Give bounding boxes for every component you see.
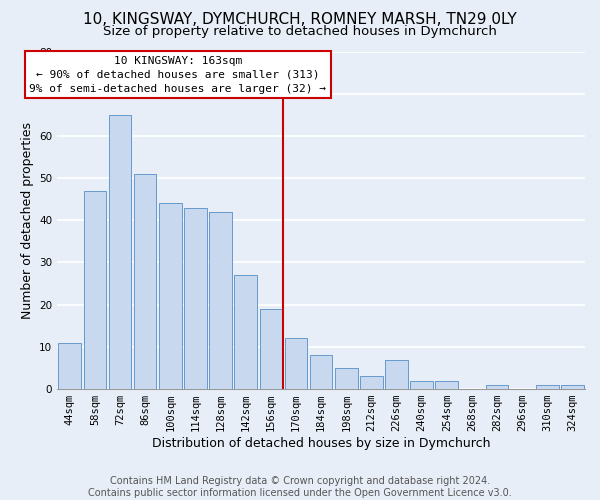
Bar	[58, 342, 81, 389]
Bar	[83, 191, 106, 389]
Bar	[159, 204, 182, 389]
Y-axis label: Number of detached properties: Number of detached properties	[20, 122, 34, 319]
Text: 10, KINGSWAY, DYMCHURCH, ROMNEY MARSH, TN29 0LY: 10, KINGSWAY, DYMCHURCH, ROMNEY MARSH, T…	[83, 12, 517, 28]
Bar	[335, 368, 358, 389]
Bar	[561, 385, 584, 389]
Bar	[310, 356, 332, 389]
Text: Contains HM Land Registry data © Crown copyright and database right 2024.
Contai: Contains HM Land Registry data © Crown c…	[88, 476, 512, 498]
Bar	[184, 208, 207, 389]
Bar	[209, 212, 232, 389]
Bar	[235, 275, 257, 389]
Text: Size of property relative to detached houses in Dymchurch: Size of property relative to detached ho…	[103, 25, 497, 38]
Bar	[260, 309, 282, 389]
Bar	[436, 380, 458, 389]
Bar	[536, 385, 559, 389]
Bar	[385, 360, 408, 389]
Bar	[410, 380, 433, 389]
Bar	[284, 338, 307, 389]
Bar	[486, 385, 508, 389]
Bar	[360, 376, 383, 389]
Text: 10 KINGSWAY: 163sqm
← 90% of detached houses are smaller (313)
9% of semi-detach: 10 KINGSWAY: 163sqm ← 90% of detached ho…	[29, 56, 326, 94]
X-axis label: Distribution of detached houses by size in Dymchurch: Distribution of detached houses by size …	[152, 437, 490, 450]
Bar	[109, 115, 131, 389]
Bar	[134, 174, 157, 389]
